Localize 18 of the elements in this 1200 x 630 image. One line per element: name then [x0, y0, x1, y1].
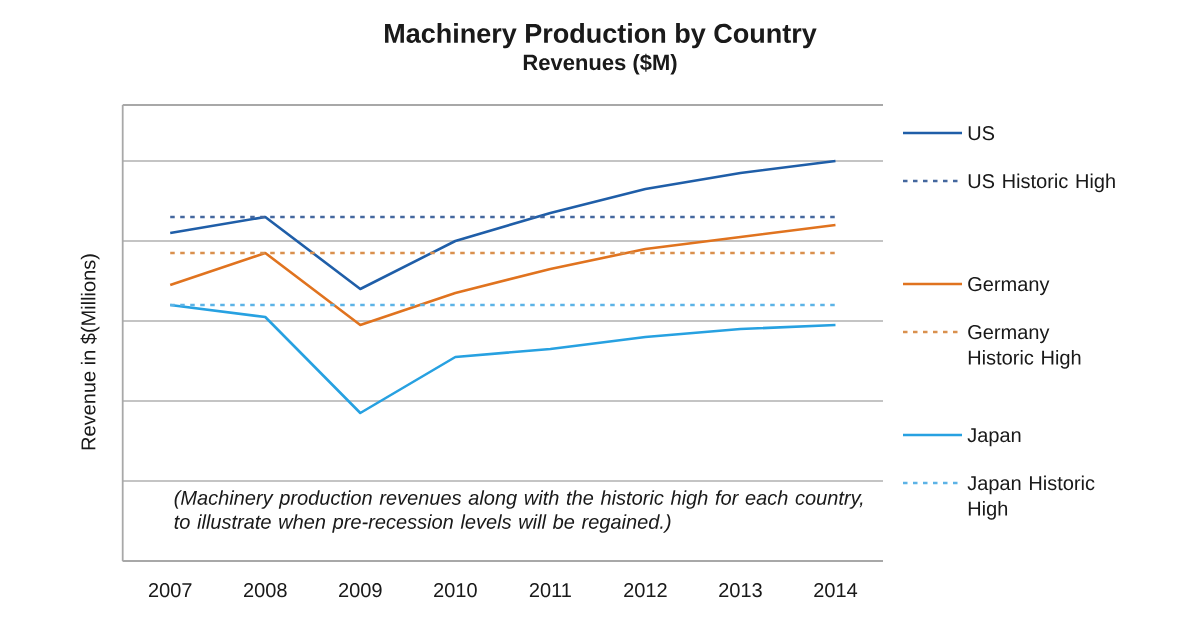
legend-label: Germany Historic High	[968, 325, 1081, 369]
x-tick-label: 2007	[148, 583, 192, 598]
x-tick-label: 2014	[814, 583, 858, 598]
y-axis-title: Revenue in $(Millions)	[80, 254, 100, 450]
chart-subtitle: Revenues ($M)	[523, 53, 677, 75]
legend-label: US Historic High	[968, 173, 1115, 193]
annotation: (Machinery production revenues along with the historic high for each country, to illustrate when pre-recession levels will be regained.)	[174, 490, 863, 533]
legend-label: Japan Historic High	[967, 475, 1095, 520]
x-tick-label: 2012	[624, 583, 667, 598]
x-tick-label: 2013	[719, 583, 762, 598]
x-tick-label: 2008	[244, 583, 287, 598]
chart-title: Machinery Production by Country	[385, 23, 817, 49]
legend-label: Germany	[968, 277, 1050, 296]
x-tick-label: 2010	[434, 583, 477, 598]
legend-label: US	[968, 126, 995, 141]
x-tick-label: 2011	[529, 583, 571, 598]
x-tick-label: 2009	[339, 583, 382, 598]
legend-label: Japan	[967, 428, 1021, 447]
